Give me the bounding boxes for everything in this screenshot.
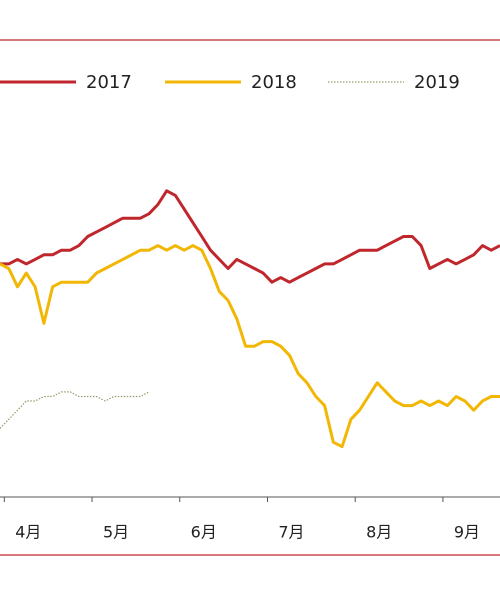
series-line (0, 391, 150, 429)
x-tick-label: 9月 (454, 523, 480, 542)
x-tick-label: 8月 (366, 523, 392, 542)
legend-label: 2018 (251, 72, 297, 93)
legend-label: 2019 (414, 72, 460, 93)
legend-label: 2017 (86, 72, 132, 93)
x-tick-label: 4月 (15, 523, 41, 542)
x-tick-label: 5月 (103, 523, 129, 542)
series-line (0, 244, 500, 449)
x-tick-label: 6月 (191, 523, 217, 542)
x-tick-label: 7月 (278, 523, 304, 542)
series-line (0, 189, 500, 284)
